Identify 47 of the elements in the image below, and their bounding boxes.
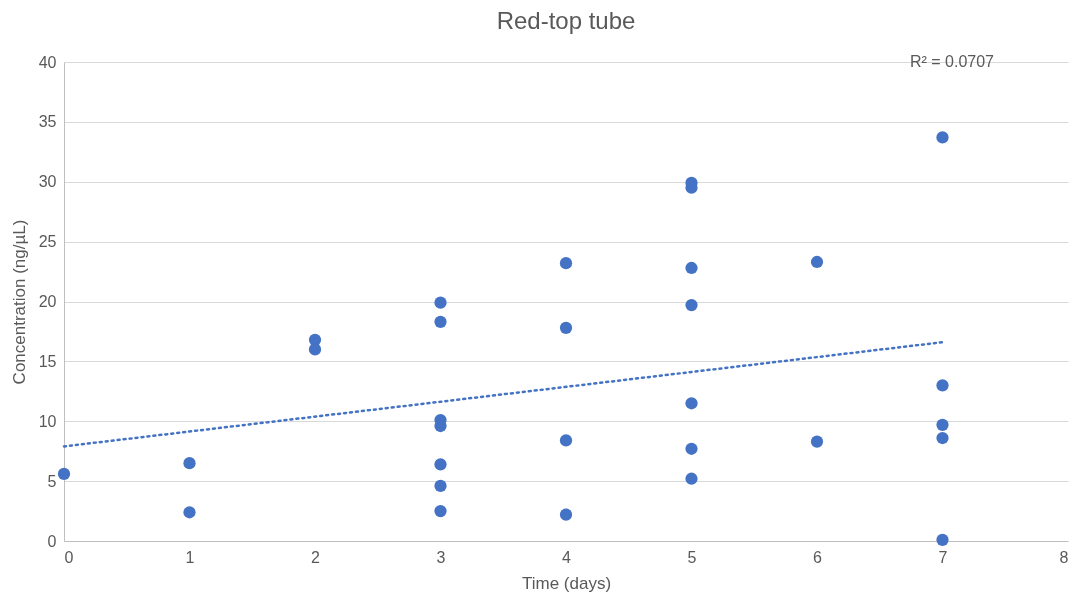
point bbox=[434, 504, 447, 518]
point bbox=[685, 472, 698, 485]
y-axis-title: Concentration (ng/µL) bbox=[9, 219, 29, 385]
y-tick-label: 30 bbox=[38, 173, 57, 191]
y-tick-label: 10 bbox=[38, 412, 57, 430]
point bbox=[183, 506, 196, 519]
chart-title: Red-top tube bbox=[496, 7, 636, 34]
y-tick-label: 5 bbox=[47, 472, 57, 490]
annotation: R² = 0.0707 bbox=[909, 53, 995, 70]
point bbox=[936, 418, 949, 431]
point bbox=[685, 298, 698, 312]
point bbox=[936, 131, 949, 144]
point bbox=[434, 296, 447, 309]
point bbox=[308, 343, 322, 356]
y-tick-label: 20 bbox=[38, 293, 57, 310]
point bbox=[559, 434, 573, 447]
point bbox=[434, 479, 447, 493]
point bbox=[559, 508, 573, 521]
point bbox=[559, 257, 573, 270]
x-tick-label: 8 bbox=[1059, 548, 1069, 566]
x-tick-label: 7 bbox=[938, 548, 948, 566]
point bbox=[685, 261, 698, 275]
x-tick-label: 6 bbox=[813, 548, 823, 566]
point bbox=[810, 255, 824, 269]
x-tick-label: 0 bbox=[64, 548, 74, 566]
point bbox=[685, 442, 698, 455]
x-tick-label: 2 bbox=[311, 548, 321, 566]
point bbox=[810, 435, 824, 448]
point bbox=[434, 458, 447, 471]
point bbox=[936, 379, 949, 392]
point bbox=[57, 467, 71, 481]
x-tick-label: 5 bbox=[687, 548, 697, 566]
x-tick-label: 4 bbox=[562, 548, 572, 566]
point bbox=[183, 457, 196, 470]
y-tick-label: 35 bbox=[38, 113, 57, 131]
y-tick-label: 40 bbox=[38, 53, 57, 71]
point bbox=[936, 431, 949, 445]
point bbox=[434, 315, 447, 328]
x-tick-label: 3 bbox=[436, 548, 446, 566]
y-tick-label: 25 bbox=[38, 233, 57, 251]
point bbox=[685, 397, 698, 410]
x-axis-title: Time (days) bbox=[521, 573, 612, 593]
y-tick-label: 0 bbox=[47, 532, 57, 550]
x-tick-label: 1 bbox=[185, 548, 195, 566]
point bbox=[559, 321, 573, 334]
point bbox=[936, 533, 949, 546]
y-tick-label: 15 bbox=[38, 352, 57, 370]
